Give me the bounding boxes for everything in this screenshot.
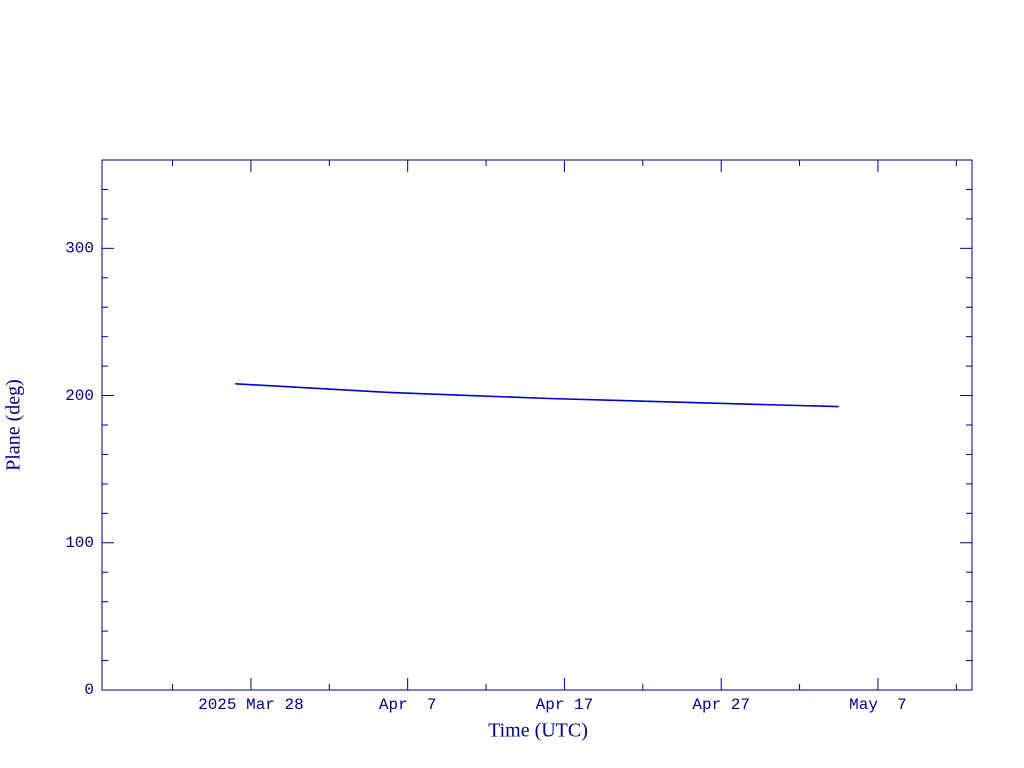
y-axis-label: Plane (deg) bbox=[3, 379, 25, 471]
x-axis-label: Time (UTC) bbox=[488, 720, 588, 742]
x-tick-label: 2025 Mar 28 bbox=[198, 696, 304, 714]
x-tick-label: Apr 7 bbox=[379, 696, 437, 714]
plot-frame bbox=[101, 159, 973, 691]
x-tick-label: Apr 17 bbox=[536, 696, 594, 714]
y-tick-label: 0 bbox=[84, 681, 94, 699]
x-tick-label: May 7 bbox=[849, 696, 907, 714]
y-tick-label: 300 bbox=[65, 240, 94, 258]
data-line bbox=[235, 382, 839, 408]
y-tick-label: 100 bbox=[65, 534, 94, 552]
y-tick-label: 200 bbox=[65, 387, 94, 405]
x-tick-label: Apr 27 bbox=[692, 696, 750, 714]
